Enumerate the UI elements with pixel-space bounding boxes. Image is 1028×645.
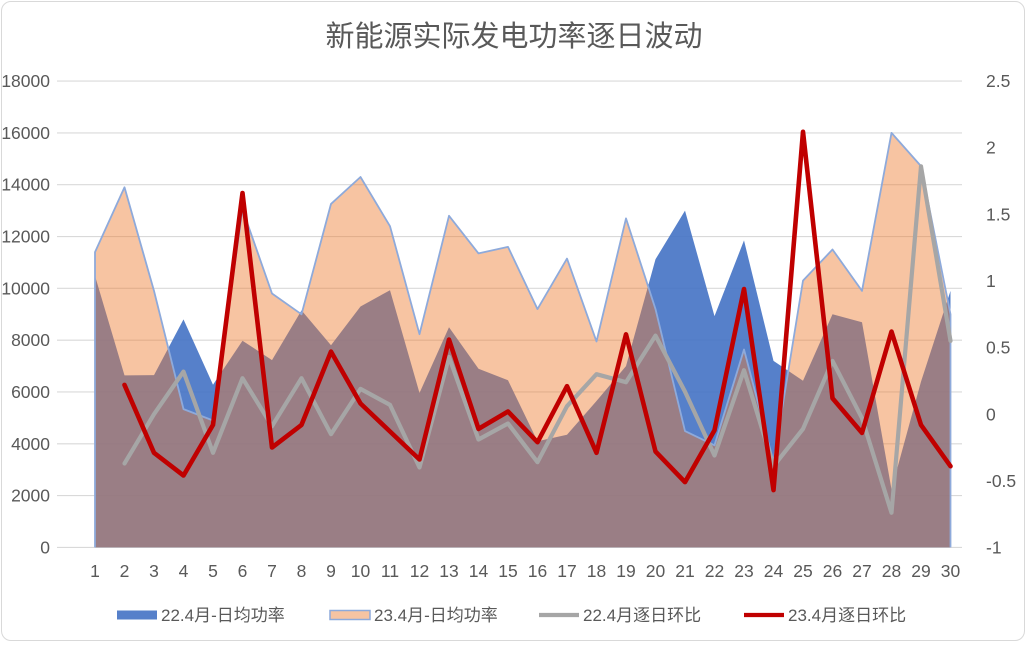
left-axis-tick-label: 18000 — [2, 71, 50, 91]
right-axis-tick-label: 1 — [986, 271, 996, 291]
x-axis-tick-label: 14 — [469, 561, 489, 581]
legend-swatch-area — [117, 610, 157, 620]
area-series-apr2023 — [95, 132, 951, 548]
legend-label: 23.4月-日均功率 — [374, 606, 498, 625]
left-axis-tick-label: 14000 — [2, 175, 50, 195]
x-axis-tick-label: 20 — [646, 561, 666, 581]
legend-item: 22.4月逐日环比 — [539, 606, 701, 625]
area-series-apr2022 — [95, 210, 951, 548]
line-series-apr2023-ratio — [122, 129, 953, 493]
legend-label: 23.4月逐日环比 — [788, 606, 906, 625]
x-axis-tick-label: 9 — [326, 561, 336, 581]
x-axis-tick-label: 2 — [120, 561, 130, 581]
x-axis-tick-label: 24 — [764, 561, 784, 581]
right-axis-tick-label: 2 — [986, 138, 996, 158]
x-axis-tick-label: 28 — [882, 561, 901, 581]
left-axis-tick-label: 12000 — [2, 227, 50, 247]
legend-label: 22.4月逐日环比 — [583, 606, 701, 625]
chart-title: 新能源实际发电功率逐日波动 — [325, 20, 702, 53]
left-axis-tick-label: 6000 — [11, 382, 50, 402]
x-axis-tick-label: 23 — [734, 561, 753, 581]
right-axis-tick-label: 2.5 — [986, 71, 1010, 91]
x-axis-tick-label: 30 — [941, 561, 961, 581]
left-axis-labels: 0 2000 4000 6000 8000 10000 12000 14000 16000 180… — [2, 71, 50, 557]
left-axis-tick-label: 0 — [40, 537, 50, 557]
legend-label: 22.4月-日均功率 — [161, 606, 285, 625]
legend-item: 22.4月-日均功率 — [117, 606, 285, 625]
x-axis-tick-label: 27 — [852, 561, 871, 581]
x-axis-tick-label: 4 — [179, 561, 189, 581]
x-axis-tick-label: 18 — [587, 561, 606, 581]
x-axis-tick-label: 10 — [351, 561, 371, 581]
x-axis-tick-label: 12 — [410, 561, 429, 581]
legend-item: 23.4月逐日环比 — [744, 606, 906, 625]
legend-swatch-area — [329, 609, 371, 621]
x-axis-tick-label: 11 — [381, 561, 399, 581]
left-axis-tick-label: 2000 — [11, 486, 50, 506]
right-axis-tick-label: 0 — [986, 404, 996, 424]
x-axis-labels: 1 2 3 4 5 6 7 8 9 10 11 12 13 14 15 16 17 18 19 20 21 22 23 24 2… — [90, 561, 960, 581]
x-axis-tick-label: 13 — [439, 561, 458, 581]
x-axis-tick-label: 29 — [911, 561, 930, 581]
x-axis-tick-label: 21 — [675, 561, 694, 581]
right-axis-tick-label: 0.5 — [986, 338, 1010, 358]
right-axis-labels: 2.5 2 1.5 1 0.5 0 -0.5 -1 — [986, 71, 1016, 557]
legend-item: 23.4月-日均功率 — [329, 606, 498, 625]
x-axis-tick-label: 16 — [528, 561, 547, 581]
right-axis-tick-label: -0.5 — [986, 471, 1016, 491]
x-axis-tick-label: 6 — [238, 561, 248, 581]
left-axis-tick-label: 4000 — [11, 434, 50, 454]
right-axis-tick-label: 1.5 — [986, 204, 1010, 224]
x-axis-tick-label: 15 — [498, 561, 517, 581]
x-axis-tick-label: 1 — [90, 561, 100, 581]
x-axis-tick-label: 22 — [705, 561, 724, 581]
x-axis-tick-label: 8 — [297, 561, 307, 581]
x-axis-tick-label: 26 — [823, 561, 842, 581]
x-axis-tick-label: 19 — [616, 561, 635, 581]
x-axis-tick-label: 25 — [793, 561, 812, 581]
left-axis-tick-label: 10000 — [2, 278, 50, 298]
x-axis-tick-label: 5 — [208, 561, 218, 581]
x-axis-tick-label: 17 — [557, 561, 576, 581]
line-series-apr2022-ratio — [122, 164, 953, 515]
x-axis-tick-label: 3 — [149, 561, 159, 581]
left-axis-tick-label: 8000 — [11, 330, 50, 350]
x-axis-tick-label: 7 — [267, 561, 277, 581]
right-axis-tick-label: -1 — [986, 538, 1002, 558]
left-axis-tick-label: 16000 — [2, 123, 50, 143]
legend: 22.4月-日均功率 23.4月-日均功率 22.4月逐日环比 23.4月逐日环比 — [117, 606, 906, 625]
